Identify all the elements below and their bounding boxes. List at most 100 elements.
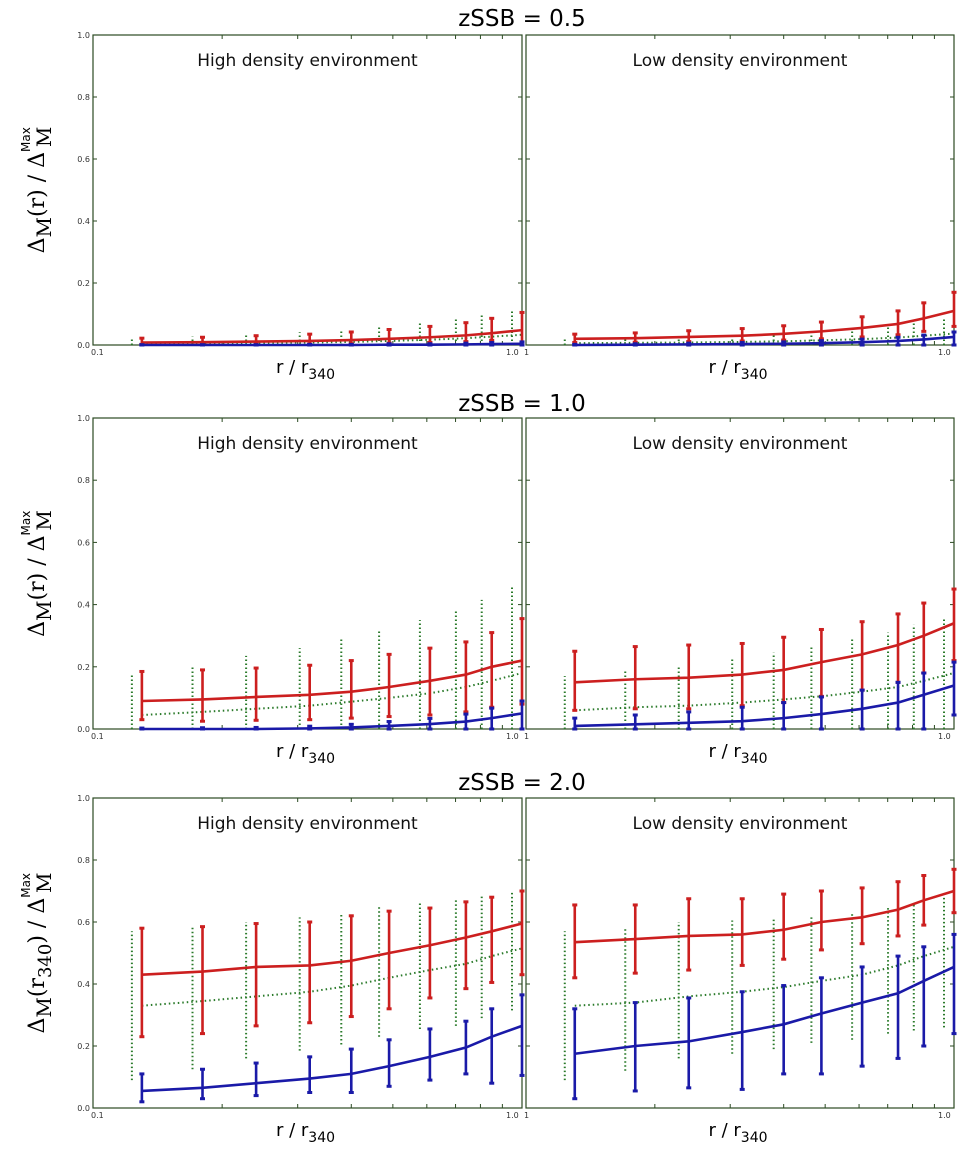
- row-title: zSSB = 0.5: [458, 6, 586, 32]
- ylabel-sub-2: M: [32, 510, 56, 530]
- y-tick-label: 0.0: [77, 341, 90, 350]
- series-line-lower: [141, 342, 523, 347]
- ylabel-arg-sub: 340: [35, 944, 56, 978]
- x-tick-label-max: 1.0: [506, 348, 519, 357]
- y-tick-label: 1.0: [77, 794, 90, 803]
- series-upper: [139, 310, 525, 347]
- series-line-lower: [141, 712, 523, 731]
- x-tick-label-max: 1.0: [938, 732, 951, 741]
- series-middle: [130, 585, 523, 729]
- panel-label: High density environment: [197, 814, 418, 834]
- y-tick-label: 0.0: [77, 725, 90, 734]
- series-line-middle: [141, 672, 523, 717]
- series-lower: [139, 340, 525, 347]
- ylabel-slash: /: [25, 914, 50, 935]
- panel-low-density: 1 1.0 Low density environment r / r340: [524, 797, 957, 1146]
- plot-frame: [92, 417, 523, 730]
- y-tick-label: 0.4: [77, 217, 90, 226]
- xlabel-sub: 340: [308, 751, 335, 767]
- x-tick-label-max: 1.0: [938, 348, 951, 357]
- series-middle: [130, 311, 523, 345]
- xlabel-text: r / r: [708, 357, 741, 378]
- panel-label: High density environment: [197, 51, 418, 71]
- series-middle: [130, 891, 523, 1081]
- series-lower: [139, 993, 525, 1104]
- chart-row-3: zSSB = 2.0ΔM(r340) / ΔMaxM0.00.20.40.60.…: [19, 770, 957, 1146]
- xlabel-sub: 340: [741, 1130, 768, 1146]
- series-lower: [572, 932, 957, 1101]
- ylabel-delta: Δ: [25, 621, 50, 637]
- y-tick-label: 0.4: [77, 980, 90, 989]
- ylabel-sub: M: [32, 997, 56, 1017]
- series-line-lower: [574, 335, 955, 347]
- x-axis-label: r / r340: [276, 357, 335, 383]
- x-axis-label: r / r340: [276, 1120, 335, 1146]
- panel-low-density: 1 1.0 Low density environment r / r340: [524, 417, 957, 767]
- series-line-upper: [574, 309, 955, 341]
- row-title: zSSB = 2.0: [458, 770, 586, 796]
- ylabel-arg: (r: [25, 978, 50, 998]
- xlabel-text: r / r: [708, 1120, 741, 1141]
- ylabel-arg: (r): [25, 189, 50, 217]
- series-line-middle: [574, 672, 955, 712]
- xlabel-text: r / r: [276, 357, 309, 378]
- ylabel-sub: M: [32, 600, 56, 620]
- x-tick-label-min: 0.1: [91, 1111, 104, 1120]
- series-line-middle: [141, 947, 523, 1007]
- series-line-upper: [574, 889, 955, 944]
- plot-frame: [525, 34, 955, 346]
- ylabel-delta: Δ: [25, 1018, 50, 1034]
- x-tick-label-min: 0.1: [91, 732, 104, 741]
- series-middle: [563, 897, 955, 1081]
- x-axis-label: r / r340: [708, 1120, 767, 1146]
- chart-row-2: zSSB = 1.0ΔM(r) / ΔMaxM0.00.20.40.60.81.…: [19, 391, 957, 767]
- series-line-upper: [141, 328, 523, 344]
- series-upper: [139, 889, 525, 1039]
- ylabel-sup: Max: [19, 127, 33, 152]
- series-line-upper: [574, 622, 955, 684]
- y-tick-label: 0.4: [77, 601, 90, 610]
- panel-high-density: 0.0 0.2 0.4 0.6 0.8 1.0 0.1 1.0 High density env…: [77, 794, 525, 1146]
- ylabel-sup: Max: [19, 511, 33, 536]
- ylabel-sup: Max: [19, 873, 33, 898]
- y-tick-label: 0.8: [77, 476, 90, 485]
- series-upper: [139, 617, 525, 723]
- ylabel-slash: /: [25, 168, 50, 189]
- panel-high-density: 0.0 0.2 0.4 0.6 0.8 1.0 0.1 1.0 High density env…: [77, 31, 525, 383]
- xlabel-sub: 340: [308, 367, 335, 383]
- panel-label: Low density environment: [633, 51, 848, 71]
- xlabel-text: r / r: [276, 741, 309, 762]
- series-line-upper: [141, 922, 523, 976]
- y-tick-label: 0.2: [77, 279, 90, 288]
- ylabel-sub: M: [32, 217, 56, 237]
- series-line-upper: [141, 659, 523, 703]
- series-lower: [139, 699, 525, 731]
- y-tick-label: 0.2: [77, 663, 90, 672]
- ylabel-delta-2: Δ: [25, 152, 50, 168]
- ylabel-slash: /: [25, 551, 50, 572]
- panel-label: Low density environment: [633, 814, 848, 834]
- series-line-lower: [574, 684, 955, 728]
- ylabel-sub-2: M: [32, 872, 56, 892]
- xlabel-sub: 340: [308, 1130, 335, 1146]
- series-lower: [572, 660, 957, 731]
- x-tick-label-max: 1.0: [506, 732, 519, 741]
- series-line-lower: [141, 1024, 523, 1093]
- series-upper: [572, 867, 957, 980]
- y-tick-label: 0.6: [77, 918, 90, 927]
- y-tick-label: 0.2: [77, 1042, 90, 1051]
- panel-low-density: 1 1.0 Low density environment r / r340: [524, 34, 957, 383]
- x-axis-label: r / r340: [276, 741, 335, 767]
- ylabel-delta-2: Δ: [25, 535, 50, 551]
- x-tick-label-min: 1: [524, 732, 529, 741]
- y-tick-label: 0.8: [77, 93, 90, 102]
- xlabel-sub: 340: [741, 367, 768, 383]
- plot-frame: [525, 797, 955, 1109]
- y-tick-label: 1.0: [77, 414, 90, 423]
- y-tick-label: 0.8: [77, 856, 90, 865]
- series-upper: [572, 290, 957, 345]
- x-tick-label-min: 0.1: [91, 348, 104, 357]
- y-tick-label: 0.6: [77, 538, 90, 547]
- plot-frame: [92, 34, 523, 346]
